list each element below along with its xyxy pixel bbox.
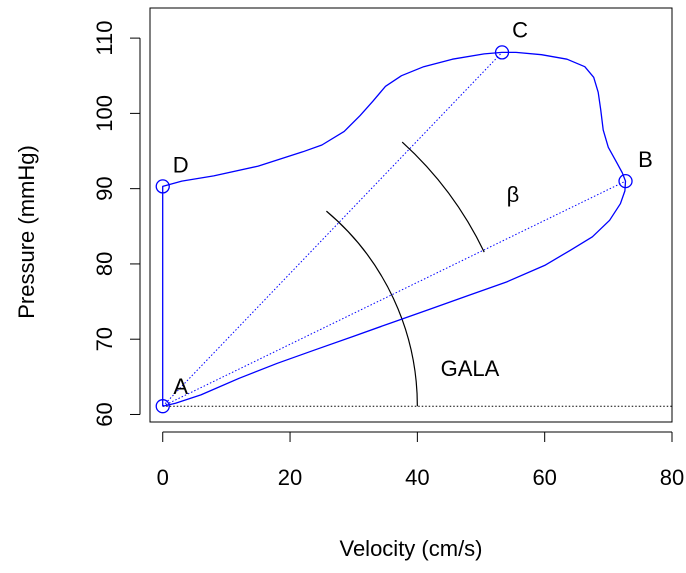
y-axis-title: Pressure (mmHg)	[14, 145, 39, 319]
plot-frame	[149, 7, 673, 423]
loop-line	[162, 51, 627, 407]
gala-label: GALA	[441, 356, 500, 381]
point-d-marker	[155, 179, 170, 194]
point-labels: A B C D	[173, 17, 653, 399]
y-tick-label: 110	[92, 21, 117, 56]
y-tick-label: 80	[92, 252, 117, 276]
beta-label: β	[507, 182, 520, 207]
reference-lines	[162, 52, 672, 407]
x-tick-label: 0	[157, 465, 169, 490]
x-tick-label: 40	[405, 465, 429, 490]
angle-arc-beta	[401, 141, 485, 253]
angle-arcs	[326, 141, 485, 407]
point-a-marker	[155, 399, 170, 414]
pressure-velocity-loop	[162, 51, 627, 407]
x-tick-label: 20	[278, 465, 302, 490]
x-tick-label: 60	[532, 465, 556, 490]
point-c-marker	[494, 45, 510, 60]
loop-points	[155, 45, 633, 414]
x-axis-title: Velocity (cm/s)	[339, 536, 482, 561]
x-axis: 0 20 40 60 80	[157, 431, 684, 490]
point-b-label: B	[638, 147, 653, 172]
y-tick-label: 90	[92, 176, 117, 200]
point-d-label: D	[173, 152, 189, 177]
x-tick-label: 80	[660, 465, 684, 490]
y-tick-label: 100	[92, 95, 117, 132]
arc-labels: GALA β	[441, 182, 520, 381]
y-axis: 60 70 80 90 100 110	[92, 21, 141, 427]
y-tick-label: 60	[92, 402, 117, 426]
reference-line-A-B	[162, 180, 626, 407]
point-a-label: A	[173, 374, 188, 399]
reference-line-A-C	[162, 52, 503, 407]
point-b-marker	[618, 173, 633, 189]
plot-box	[149, 7, 673, 423]
y-tick-label: 70	[92, 327, 117, 351]
point-c-label: C	[512, 17, 528, 42]
angle-arc-gala	[326, 210, 418, 407]
